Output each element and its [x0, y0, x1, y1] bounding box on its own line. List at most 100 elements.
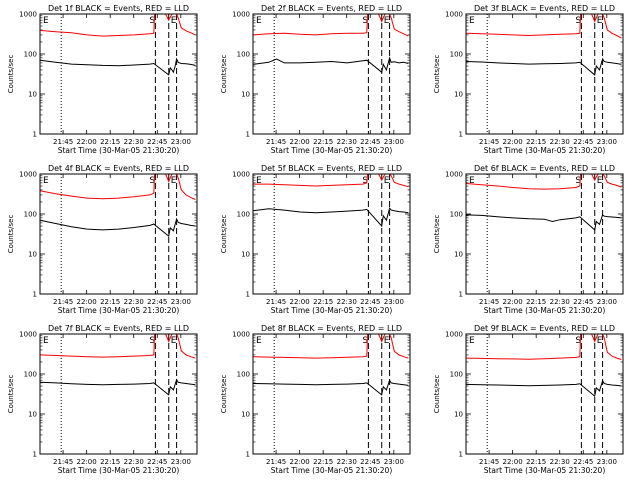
detector-panel-1: Det 1f BLACK = Events, RED = LLD Counts/s… — [7, 4, 198, 155]
x-tick-label: 21:45 — [53, 138, 73, 146]
x-tick-label: 22:15 — [100, 298, 120, 306]
x-tick-label: 22:15 — [100, 138, 120, 146]
x-tick-label: 21:45 — [479, 298, 499, 306]
x-tick-label: 23:00 — [384, 138, 404, 146]
y-tick-label: 100 — [237, 51, 250, 59]
y-axis-label: Counts/sec — [7, 215, 15, 254]
x-axis-label: Start Time (30-Mar-05 21:30:20) — [58, 146, 180, 155]
region-label-e: E — [256, 176, 262, 186]
panel-title: Det 9f BLACK = Events, RED = LLD — [474, 324, 615, 333]
x-tick-label: 23:00 — [597, 138, 617, 146]
x-tick-label: 22:00 — [290, 458, 310, 466]
y-tick-label: 10 — [28, 91, 37, 99]
x-tick-label: 22:15 — [526, 298, 546, 306]
region-label-e: E — [384, 336, 390, 346]
y-tick-label: 10 — [454, 411, 463, 419]
region-label-e: E — [384, 176, 390, 186]
x-tick-label: 22:30 — [337, 298, 357, 306]
y-tick-label: 1000 — [445, 331, 463, 339]
y-tick-label: 1000 — [19, 331, 37, 339]
y-tick-label: 100 — [237, 211, 250, 219]
y-tick-label: 1 — [459, 451, 463, 459]
x-tick-label: 22:00 — [290, 138, 310, 146]
y-tick-label: 1000 — [232, 11, 250, 19]
x-axis-label: Start Time (30-Mar-05 21:30:20) — [58, 306, 180, 315]
x-tick-label: 22:00 — [77, 458, 97, 466]
y-tick-label: 100 — [24, 211, 37, 219]
region-label-e: E — [469, 16, 475, 26]
series-line-events — [39, 57, 196, 76]
y-tick-label: 100 — [450, 51, 463, 59]
x-tick-label: 22:30 — [337, 458, 357, 466]
y-tick-label: 1000 — [19, 171, 37, 179]
x-tick-label: 21:45 — [53, 458, 73, 466]
y-tick-label: 1000 — [232, 331, 250, 339]
y-tick-label: 1 — [33, 451, 37, 459]
detector-panel-7: Det 7f BLACK = Events, RED = LLD Counts/s… — [7, 324, 198, 475]
region-label-e: E — [256, 16, 262, 26]
region-label-s: S — [362, 176, 368, 186]
region-label-e: E — [469, 336, 475, 346]
panel-title: Det 5f BLACK = Events, RED = LLD — [261, 164, 402, 173]
x-tick-label: 22:00 — [290, 298, 310, 306]
x-tick-label: 22:45 — [147, 138, 167, 146]
x-tick-label: 22:45 — [360, 458, 380, 466]
region-label-e: E — [597, 16, 603, 26]
x-axis-label: Start Time (30-Mar-05 21:30:20) — [484, 306, 606, 315]
region-label-e: E — [171, 176, 177, 186]
series-line-events — [252, 56, 409, 74]
region-label-s: S — [575, 336, 581, 346]
y-axis-label: Counts/sec — [220, 55, 228, 94]
panel-title: Det 6f BLACK = Events, RED = LLD — [474, 164, 615, 173]
region-label-s: S — [362, 16, 368, 26]
detector-panel-3: Det 3f BLACK = Events, RED = LLD Counts/s… — [433, 4, 624, 155]
x-tick-label: 21:45 — [266, 138, 286, 146]
y-tick-label: 100 — [450, 211, 463, 219]
x-tick-label: 22:30 — [550, 298, 570, 306]
series-line-events — [465, 214, 622, 231]
series-line-events — [39, 378, 196, 396]
region-label-e: E — [597, 336, 603, 346]
x-tick-label: 22:00 — [77, 298, 97, 306]
region-label-s: S — [575, 16, 581, 26]
x-tick-label: 22:15 — [526, 458, 546, 466]
y-tick-label: 1000 — [445, 171, 463, 179]
x-tick-label: 23:00 — [384, 298, 404, 306]
series-line-events — [465, 57, 622, 76]
y-tick-label: 10 — [241, 91, 250, 99]
x-tick-label: 22:45 — [147, 458, 167, 466]
y-tick-label: 100 — [24, 371, 37, 379]
panel-title: Det 7f BLACK = Events, RED = LLD — [48, 324, 189, 333]
x-tick-label: 22:45 — [573, 298, 593, 306]
y-axis-label: Counts/sec — [433, 55, 441, 94]
panel-title: Det 2f BLACK = Events, RED = LLD — [261, 4, 402, 13]
plot-frame — [252, 333, 411, 455]
x-tick-label: 23:00 — [597, 458, 617, 466]
x-tick-label: 22:30 — [124, 458, 144, 466]
y-tick-label: 100 — [24, 51, 37, 59]
y-axis-label: Counts/sec — [7, 55, 15, 94]
y-tick-label: 1 — [33, 291, 37, 299]
region-label-s: S — [575, 176, 581, 186]
y-tick-label: 100 — [237, 371, 250, 379]
x-tick-label: 22:30 — [550, 458, 570, 466]
region-label-e: E — [597, 176, 603, 186]
x-tick-label: 22:00 — [77, 138, 97, 146]
x-tick-label: 21:45 — [266, 298, 286, 306]
panel-title: Det 8f BLACK = Events, RED = LLD — [261, 324, 402, 333]
x-axis-label: Start Time (30-Mar-05 21:30:20) — [58, 466, 180, 475]
y-tick-label: 10 — [241, 251, 250, 259]
series-line-events — [252, 378, 409, 396]
y-tick-label: 1 — [459, 131, 463, 139]
x-tick-label: 22:45 — [573, 138, 593, 146]
region-label-s: S — [149, 336, 155, 346]
x-tick-label: 22:00 — [503, 458, 523, 466]
x-tick-label: 22:00 — [503, 138, 523, 146]
x-tick-label: 23:00 — [171, 458, 191, 466]
detector-panel-8: Det 8f BLACK = Events, RED = LLD Counts/s… — [220, 324, 411, 475]
y-axis-label: Counts/sec — [220, 375, 228, 414]
y-tick-label: 1 — [33, 131, 37, 139]
plot-frame — [252, 173, 411, 295]
y-tick-label: 1000 — [19, 11, 37, 19]
